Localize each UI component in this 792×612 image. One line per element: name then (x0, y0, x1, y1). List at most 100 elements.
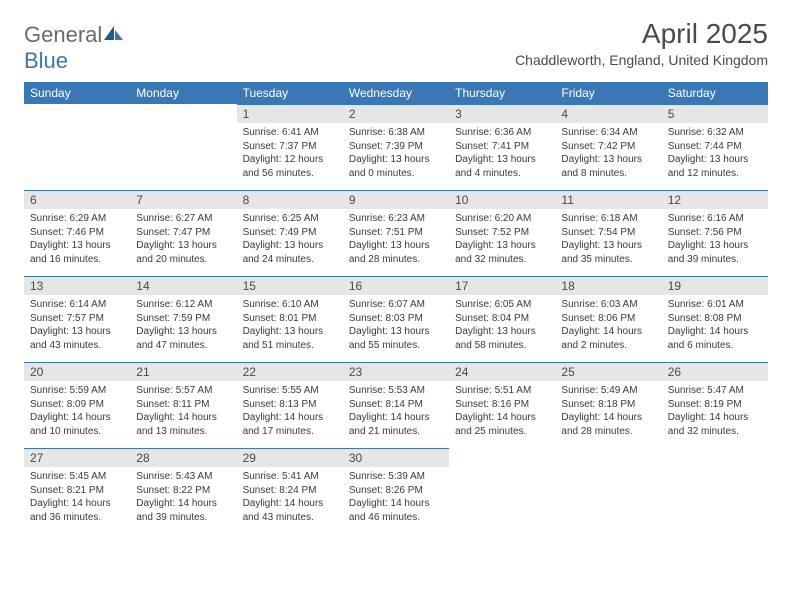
calendar-day (555, 448, 661, 534)
day-content: Sunrise: 6:25 AMSunset: 7:49 PMDaylight:… (237, 209, 343, 270)
day-content: Sunrise: 6:38 AMSunset: 7:39 PMDaylight:… (343, 123, 449, 184)
day-number (24, 104, 130, 123)
calendar-day: 8Sunrise: 6:25 AMSunset: 7:49 PMDaylight… (237, 190, 343, 276)
sunset-text: Sunset: 8:18 PM (561, 398, 655, 412)
calendar-day: 23Sunrise: 5:53 AMSunset: 8:14 PMDayligh… (343, 362, 449, 448)
day-content: Sunrise: 6:10 AMSunset: 8:01 PMDaylight:… (237, 295, 343, 356)
calendar-day: 14Sunrise: 6:12 AMSunset: 7:59 PMDayligh… (130, 276, 236, 362)
sunset-text: Sunset: 8:14 PM (349, 398, 443, 412)
day-number: 23 (343, 362, 449, 381)
daylight-text: Daylight: 13 hours and 32 minutes. (455, 239, 549, 266)
day-number: 18 (555, 276, 661, 295)
daylight-text: Daylight: 14 hours and 28 minutes. (561, 411, 655, 438)
sunset-text: Sunset: 7:47 PM (136, 226, 230, 240)
sunrise-text: Sunrise: 6:10 AM (243, 298, 337, 312)
sunrise-text: Sunrise: 6:16 AM (668, 212, 762, 226)
day-content: Sunrise: 5:43 AMSunset: 8:22 PMDaylight:… (130, 467, 236, 528)
daylight-text: Daylight: 14 hours and 46 minutes. (349, 497, 443, 524)
logo-general: General (24, 22, 102, 47)
sunrise-text: Sunrise: 6:05 AM (455, 298, 549, 312)
calendar-day: 17Sunrise: 6:05 AMSunset: 8:04 PMDayligh… (449, 276, 555, 362)
logo-text: General Blue (24, 22, 124, 74)
sunset-text: Sunset: 7:51 PM (349, 226, 443, 240)
calendar-week: 13Sunrise: 6:14 AMSunset: 7:57 PMDayligh… (24, 276, 768, 362)
day-number: 8 (237, 190, 343, 209)
calendar-day: 21Sunrise: 5:57 AMSunset: 8:11 PMDayligh… (130, 362, 236, 448)
sunrise-text: Sunrise: 5:55 AM (243, 384, 337, 398)
daylight-text: Daylight: 14 hours and 32 minutes. (668, 411, 762, 438)
calendar-day: 24Sunrise: 5:51 AMSunset: 8:16 PMDayligh… (449, 362, 555, 448)
sunset-text: Sunset: 8:06 PM (561, 312, 655, 326)
daylight-text: Daylight: 13 hours and 35 minutes. (561, 239, 655, 266)
day-content: Sunrise: 5:45 AMSunset: 8:21 PMDaylight:… (24, 467, 130, 528)
sunrise-text: Sunrise: 6:32 AM (668, 126, 762, 140)
calendar-day (662, 448, 768, 534)
day-number: 16 (343, 276, 449, 295)
day-number (662, 448, 768, 467)
sunset-text: Sunset: 8:03 PM (349, 312, 443, 326)
sunset-text: Sunset: 8:11 PM (136, 398, 230, 412)
column-header: Thursday (449, 82, 555, 104)
calendar-page: General Blue April 2025 Chaddleworth, En… (0, 0, 792, 552)
daylight-text: Daylight: 13 hours and 39 minutes. (668, 239, 762, 266)
daylight-text: Daylight: 14 hours and 6 minutes. (668, 325, 762, 352)
sunset-text: Sunset: 7:37 PM (243, 140, 337, 154)
day-number: 6 (24, 190, 130, 209)
daylight-text: Daylight: 13 hours and 55 minutes. (349, 325, 443, 352)
sunrise-text: Sunrise: 6:01 AM (668, 298, 762, 312)
calendar-day: 20Sunrise: 5:59 AMSunset: 8:09 PMDayligh… (24, 362, 130, 448)
day-content: Sunrise: 6:03 AMSunset: 8:06 PMDaylight:… (555, 295, 661, 356)
sunset-text: Sunset: 7:49 PM (243, 226, 337, 240)
day-number: 29 (237, 448, 343, 467)
daylight-text: Daylight: 13 hours and 43 minutes. (30, 325, 124, 352)
day-number (130, 104, 236, 123)
calendar-week: 27Sunrise: 5:45 AMSunset: 8:21 PMDayligh… (24, 448, 768, 534)
sunrise-text: Sunrise: 6:23 AM (349, 212, 443, 226)
sunrise-text: Sunrise: 5:45 AM (30, 470, 124, 484)
sunrise-text: Sunrise: 6:14 AM (30, 298, 124, 312)
calendar-day: 12Sunrise: 6:16 AMSunset: 7:56 PMDayligh… (662, 190, 768, 276)
calendar-day: 6Sunrise: 6:29 AMSunset: 7:46 PMDaylight… (24, 190, 130, 276)
day-number: 24 (449, 362, 555, 381)
sunrise-text: Sunrise: 6:07 AM (349, 298, 443, 312)
calendar-day: 27Sunrise: 5:45 AMSunset: 8:21 PMDayligh… (24, 448, 130, 534)
day-content: Sunrise: 5:55 AMSunset: 8:13 PMDaylight:… (237, 381, 343, 442)
daylight-text: Daylight: 13 hours and 16 minutes. (30, 239, 124, 266)
calendar-day: 5Sunrise: 6:32 AMSunset: 7:44 PMDaylight… (662, 104, 768, 190)
title-block: April 2025 Chaddleworth, England, United… (515, 18, 768, 68)
sunrise-text: Sunrise: 5:51 AM (455, 384, 549, 398)
calendar-week: 6Sunrise: 6:29 AMSunset: 7:46 PMDaylight… (24, 190, 768, 276)
sunrise-text: Sunrise: 6:41 AM (243, 126, 337, 140)
sunset-text: Sunset: 8:26 PM (349, 484, 443, 498)
sunset-text: Sunset: 8:22 PM (136, 484, 230, 498)
calendar-day: 10Sunrise: 6:20 AMSunset: 7:52 PMDayligh… (449, 190, 555, 276)
calendar-day (24, 104, 130, 190)
calendar-body: 1Sunrise: 6:41 AMSunset: 7:37 PMDaylight… (24, 104, 768, 534)
calendar-day: 11Sunrise: 6:18 AMSunset: 7:54 PMDayligh… (555, 190, 661, 276)
sunset-text: Sunset: 7:59 PM (136, 312, 230, 326)
calendar-day: 16 Sunrise: 6:07 AMSunset: 8:03 PMDayligh… (343, 276, 449, 362)
calendar-day: 4Sunrise: 6:34 AMSunset: 7:42 PMDaylight… (555, 104, 661, 190)
sunset-text: Sunset: 7:54 PM (561, 226, 655, 240)
calendar-day: 13Sunrise: 6:14 AMSunset: 7:57 PMDayligh… (24, 276, 130, 362)
daylight-text: Daylight: 13 hours and 24 minutes. (243, 239, 337, 266)
daylight-text: Daylight: 12 hours and 56 minutes. (243, 153, 337, 180)
sunrise-text: Sunrise: 6:36 AM (455, 126, 549, 140)
day-number: 4 (555, 104, 661, 123)
column-header: Tuesday (237, 82, 343, 104)
daylight-text: Daylight: 14 hours and 10 minutes. (30, 411, 124, 438)
calendar-day (449, 448, 555, 534)
day-number: 12 (662, 190, 768, 209)
sunset-text: Sunset: 8:21 PM (30, 484, 124, 498)
calendar-week: 1Sunrise: 6:41 AMSunset: 7:37 PMDaylight… (24, 104, 768, 190)
sunset-text: Sunset: 7:46 PM (30, 226, 124, 240)
daylight-text: Daylight: 13 hours and 0 minutes. (349, 153, 443, 180)
daylight-text: Daylight: 14 hours and 39 minutes. (136, 497, 230, 524)
sunset-text: Sunset: 7:41 PM (455, 140, 549, 154)
calendar-day: 28Sunrise: 5:43 AMSunset: 8:22 PMDayligh… (130, 448, 236, 534)
day-number: 28 (130, 448, 236, 467)
day-content: Sunrise: 6:23 AMSunset: 7:51 PMDaylight:… (343, 209, 449, 270)
day-number: 15 (237, 276, 343, 295)
day-number: 30 (343, 448, 449, 467)
daylight-text: Daylight: 13 hours and 20 minutes. (136, 239, 230, 266)
